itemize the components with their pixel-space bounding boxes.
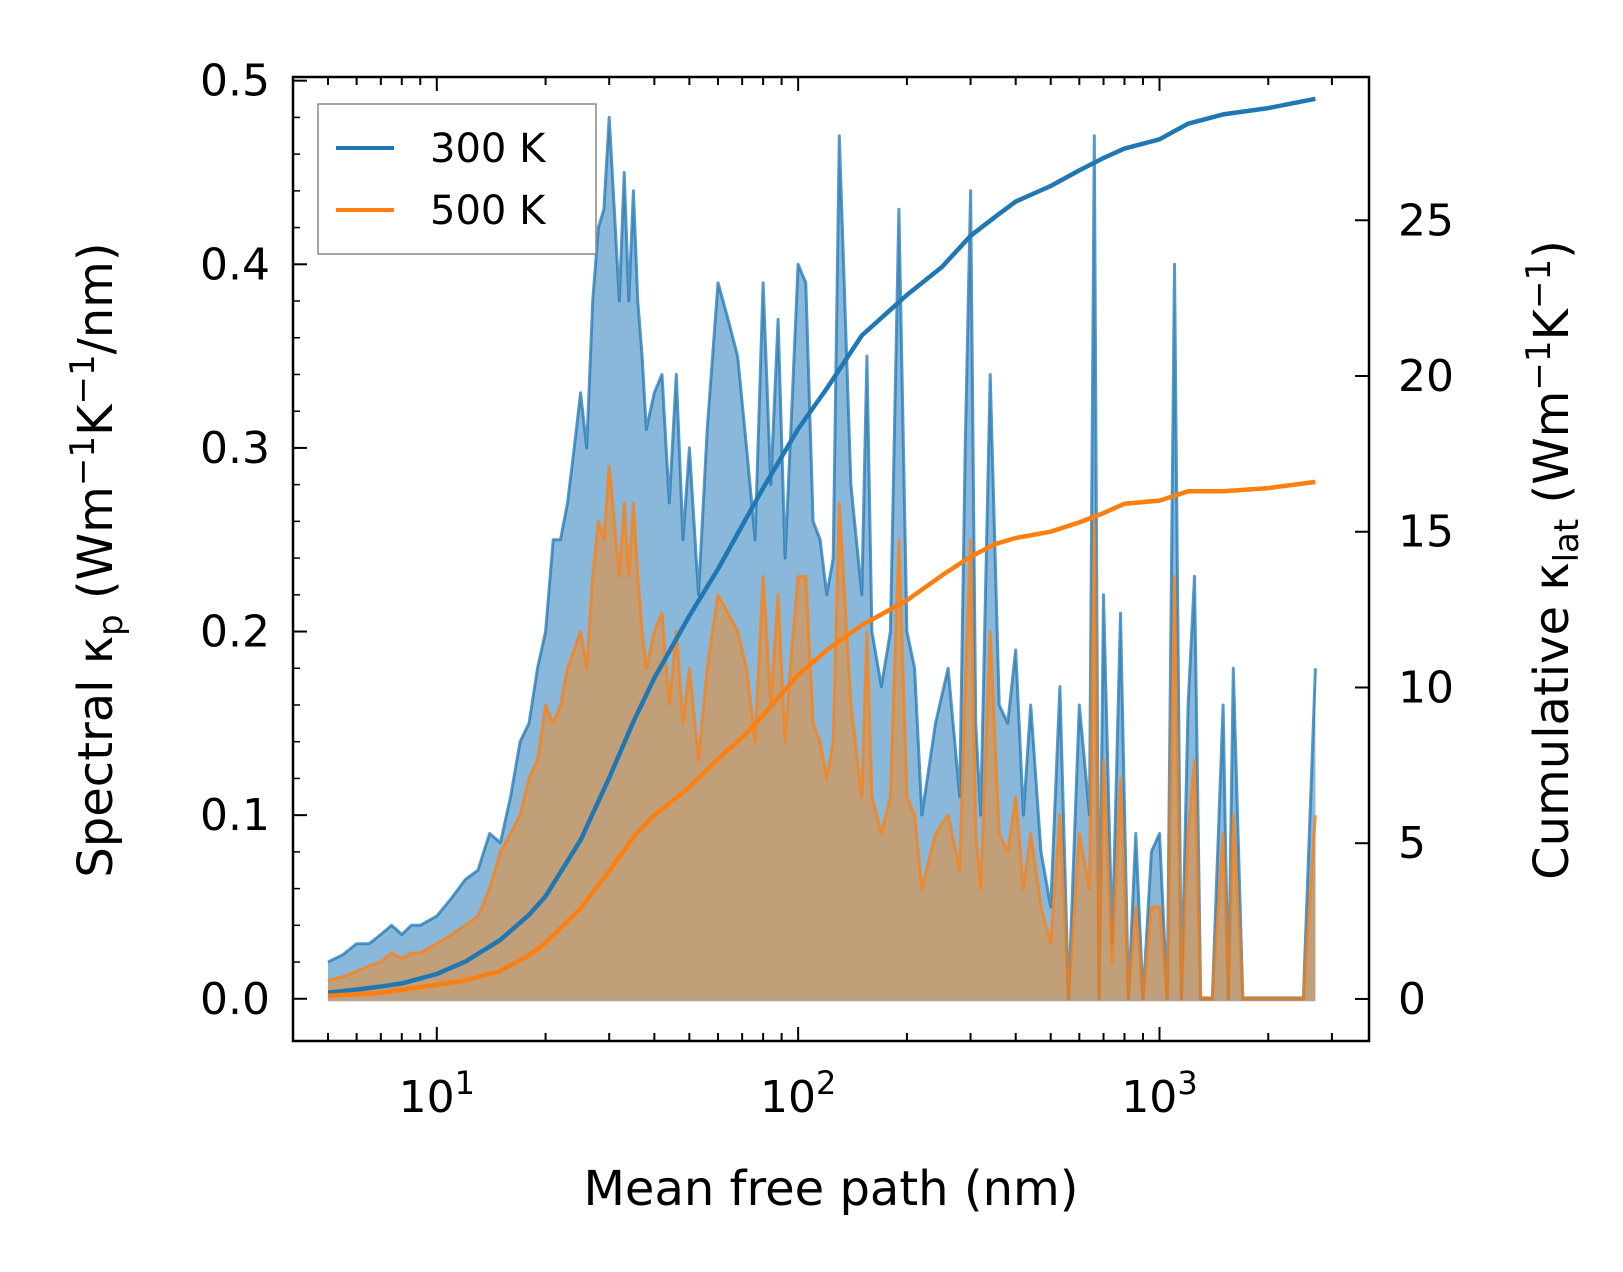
x-tick-label-base: 10 xyxy=(1121,1072,1177,1123)
x-axis-title: Mean free path (nm) xyxy=(584,1161,1079,1217)
legend-box xyxy=(317,103,597,255)
y2-tick-label: 15 xyxy=(1398,507,1454,558)
y2-tick-label: 5 xyxy=(1398,818,1426,869)
y-tick-label: 0.3 xyxy=(200,423,270,474)
y-tick-label: 0.5 xyxy=(200,56,270,107)
y2-tick-label: 25 xyxy=(1398,195,1454,246)
cumulative-line-300k xyxy=(327,96,1316,995)
y2-axis-ticks: 0 5 10 15 20 25 xyxy=(1355,195,1454,1025)
cumulative-lines xyxy=(327,96,1316,999)
x-tick-label: 101 xyxy=(399,1064,475,1123)
spectral-line-500k xyxy=(327,464,1317,1001)
x-tick-label: 102 xyxy=(760,1064,836,1123)
x-axis-ticks: 101 102 103 xyxy=(292,77,1333,1123)
x-tick-label-base: 10 xyxy=(760,1072,816,1123)
y2-tick-label: 10 xyxy=(1398,662,1454,713)
y-tick-label: 0.4 xyxy=(200,239,270,290)
y-axis-ticks: 0.0 0.1 0.2 0.3 0.4 0.5 xyxy=(200,56,307,1025)
x-tick-label-exp: 1 xyxy=(455,1064,475,1102)
legend: 300 K 500 K xyxy=(317,103,597,255)
plot-frame xyxy=(291,75,1371,1043)
spectral-lines xyxy=(327,115,1317,1001)
x-tick-label-exp: 2 xyxy=(816,1064,836,1102)
spectral-fill-500k xyxy=(328,466,1316,999)
y2-axis-title: Cumulative κlat (Wm−1K−1) xyxy=(1519,240,1587,880)
x-tick-label: 103 xyxy=(1121,1064,1197,1123)
cumulative-line-500k xyxy=(327,479,1316,999)
legend-label-500k: 500 K xyxy=(430,188,547,234)
spectral-line-300k xyxy=(327,115,1317,1001)
x-tick-label-exp: 3 xyxy=(1177,1064,1197,1102)
y-axis-title: Spectral κp (Wm−1K−1/nm) xyxy=(63,242,131,877)
y-tick-label: 0.1 xyxy=(200,790,270,841)
legend-label-300k: 300 K xyxy=(430,126,547,172)
x-tick-label-base: 10 xyxy=(399,1072,455,1123)
y-tick-label: 0.0 xyxy=(200,974,270,1025)
y2-tick-label: 20 xyxy=(1398,351,1454,402)
y-tick-label: 0.2 xyxy=(200,607,270,658)
y2-tick-label: 0 xyxy=(1398,974,1426,1025)
